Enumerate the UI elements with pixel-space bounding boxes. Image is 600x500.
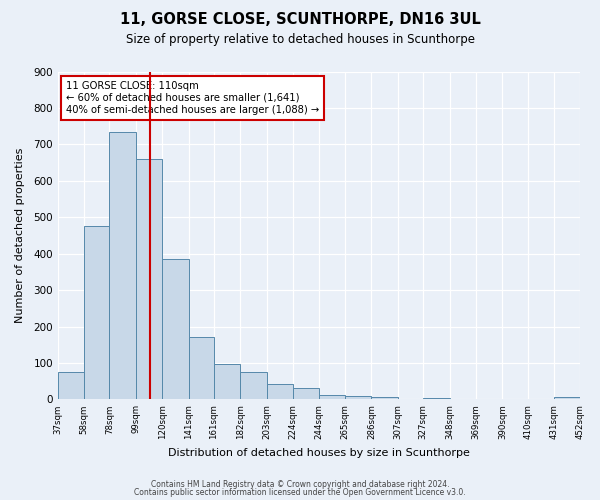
Bar [58,372,84,400]
Y-axis label: Number of detached properties: Number of detached properties [15,148,25,323]
Bar [84,226,109,400]
Bar [554,396,580,400]
Text: Contains public sector information licensed under the Open Government Licence v3: Contains public sector information licen… [134,488,466,497]
Text: Contains HM Land Registry data © Crown copyright and database right 2024.: Contains HM Land Registry data © Crown c… [151,480,449,489]
Bar [241,372,267,400]
Bar [136,159,163,400]
Bar [109,132,136,400]
Bar [189,338,214,400]
Text: 11 GORSE CLOSE: 110sqm
← 60% of detached houses are smaller (1,641)
40% of semi-: 11 GORSE CLOSE: 110sqm ← 60% of detached… [65,82,319,114]
Bar [163,259,189,400]
Text: Size of property relative to detached houses in Scunthorpe: Size of property relative to detached ho… [125,32,475,46]
X-axis label: Distribution of detached houses by size in Scunthorpe: Distribution of detached houses by size … [168,448,470,458]
Bar [267,384,293,400]
Bar [293,388,319,400]
Text: 11, GORSE CLOSE, SCUNTHORPE, DN16 3UL: 11, GORSE CLOSE, SCUNTHORPE, DN16 3UL [119,12,481,28]
Bar [371,396,398,400]
Bar [214,364,241,400]
Bar [345,396,371,400]
Bar [423,398,449,400]
Bar [319,395,345,400]
